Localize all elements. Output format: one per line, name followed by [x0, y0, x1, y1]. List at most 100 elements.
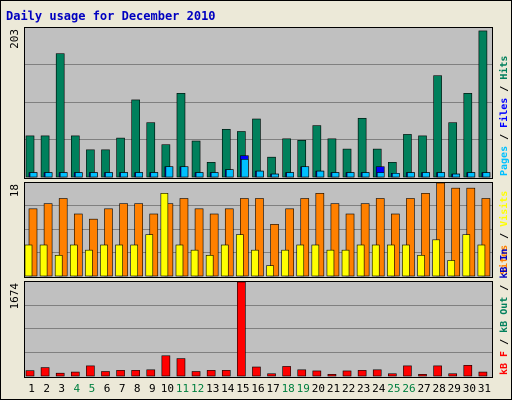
bar-sites-3	[58, 198, 68, 277]
x-label-day: 23	[357, 382, 370, 395]
bar-pages-4	[74, 172, 83, 178]
bar-pages-28	[437, 172, 445, 178]
bar-sites-28	[436, 182, 445, 277]
bar-pages-17	[271, 173, 279, 178]
bar-kbf-10	[161, 355, 171, 377]
panel-sites-visits: 18 Sites / Visits	[8, 182, 510, 278]
bar-hits-7	[116, 137, 125, 178]
x-label-day: 4	[74, 382, 81, 395]
bar-pages-27	[422, 172, 430, 178]
bar-visits-29	[447, 260, 456, 277]
bar-kbf-12	[191, 371, 201, 377]
bar-kbf-22	[342, 370, 352, 377]
bar-sites-12	[194, 208, 204, 277]
x-label-day: 21	[327, 382, 340, 395]
legend-separator: /	[499, 128, 510, 146]
x-axis-labels: 1 2 3 4 5 6 7 8 9 10 11 12 13 14 15 16 17 18 19 20 21 22 23 24 2…	[28, 382, 491, 395]
legend-entry-files: Files	[498, 98, 510, 128]
bar-hits-29	[448, 122, 458, 178]
bar-visits-22	[341, 249, 350, 277]
y-scale-label: 18	[8, 184, 21, 197]
bar-hits-18	[282, 138, 291, 178]
bar-visits-3	[54, 255, 63, 277]
bar-kbf-19	[297, 369, 307, 377]
bar-pages-29	[452, 173, 461, 178]
bar-visits-7	[115, 244, 123, 277]
bar-pages-6	[105, 172, 113, 178]
bar-sites-27	[421, 193, 430, 277]
x-label-day: 19	[297, 382, 310, 395]
x-label-day: 15	[236, 382, 249, 395]
bar-kbf-5	[86, 365, 95, 377]
legend-separator: /	[499, 333, 510, 351]
panel-hits-files-pages: 203 Pages / Files / Hits	[8, 27, 510, 179]
bar-sites-8	[134, 203, 143, 277]
bar-kbf-15	[237, 281, 246, 377]
bar-visits-11	[175, 244, 184, 277]
bar-sites-29	[451, 187, 461, 277]
bar-pages-1	[29, 172, 38, 178]
bar-visits-24	[371, 244, 380, 277]
legend: kB F / kB Out / kB In	[499, 249, 510, 375]
bar-visits-30	[462, 234, 471, 277]
bar-sites-2	[43, 203, 53, 277]
bar-pages-20	[316, 170, 325, 178]
bar-kbf-30	[463, 365, 473, 377]
bar-kbf-2	[40, 367, 50, 377]
bars	[25, 30, 491, 178]
bar-visits-1	[24, 244, 33, 277]
bar-kbf-27	[418, 374, 427, 377]
bar-pages-14	[225, 169, 234, 178]
bar-kbf-17	[267, 373, 276, 377]
bar-sites-21	[330, 203, 340, 277]
bar-kbf-25	[388, 373, 397, 377]
bar-visits-4	[69, 244, 78, 277]
legend: Sites / Visits	[498, 191, 510, 275]
x-label-day: 9	[149, 382, 156, 395]
bar-kbf-23	[357, 370, 367, 377]
bar-pages-2	[44, 172, 53, 178]
bar-pages-30	[467, 172, 476, 178]
bar-hits-30	[463, 93, 473, 178]
bar-visits-6	[100, 244, 108, 277]
x-label-day: 28	[433, 382, 446, 395]
bar-kbf-26	[403, 365, 412, 377]
x-label-day: 30	[463, 382, 476, 395]
legend-entry-sites: Sites	[498, 245, 510, 275]
bar-pages-25	[392, 173, 400, 178]
bar-pages-22	[346, 172, 355, 178]
legend-entry-pages: Pages	[499, 146, 510, 176]
bar-visits-15	[236, 234, 244, 277]
bar-visits-23	[356, 244, 365, 277]
x-label-day: 18	[282, 382, 295, 395]
chart-title: Daily usage for December 2010	[6, 9, 216, 23]
bar-sites-24	[375, 198, 385, 277]
legend-separator: /	[499, 80, 510, 98]
bar-pages-31	[482, 172, 491, 178]
bar-visits-2	[39, 244, 48, 277]
bar-visits-28	[432, 239, 440, 277]
bar-pages-21	[331, 172, 340, 178]
bar-kbf-1	[25, 370, 35, 377]
legend-separator: /	[499, 227, 510, 245]
bar-hits-20	[312, 125, 322, 178]
legend-separator: /	[499, 279, 510, 297]
bar-visits-13	[205, 255, 214, 277]
bar-hits-9	[146, 122, 156, 178]
bar-hits-12	[191, 140, 201, 178]
x-label-day: 22	[342, 382, 355, 395]
bar-kbf-6	[101, 371, 110, 377]
x-label-day: 29	[448, 382, 461, 395]
legend-entry-kb-out: kB Out	[499, 297, 510, 333]
x-label-day: 17	[266, 382, 279, 395]
bar-visits-31	[477, 244, 486, 277]
legend-entry-kb-f: kB F	[499, 351, 510, 375]
bar-visits-21	[326, 249, 335, 277]
bar-pages-9	[150, 172, 159, 178]
bar-pages-26	[407, 172, 415, 178]
bar-hits-2	[40, 135, 50, 178]
legend-entry-kb-in: kB In	[499, 249, 510, 279]
x-label-day: 11	[176, 382, 189, 395]
